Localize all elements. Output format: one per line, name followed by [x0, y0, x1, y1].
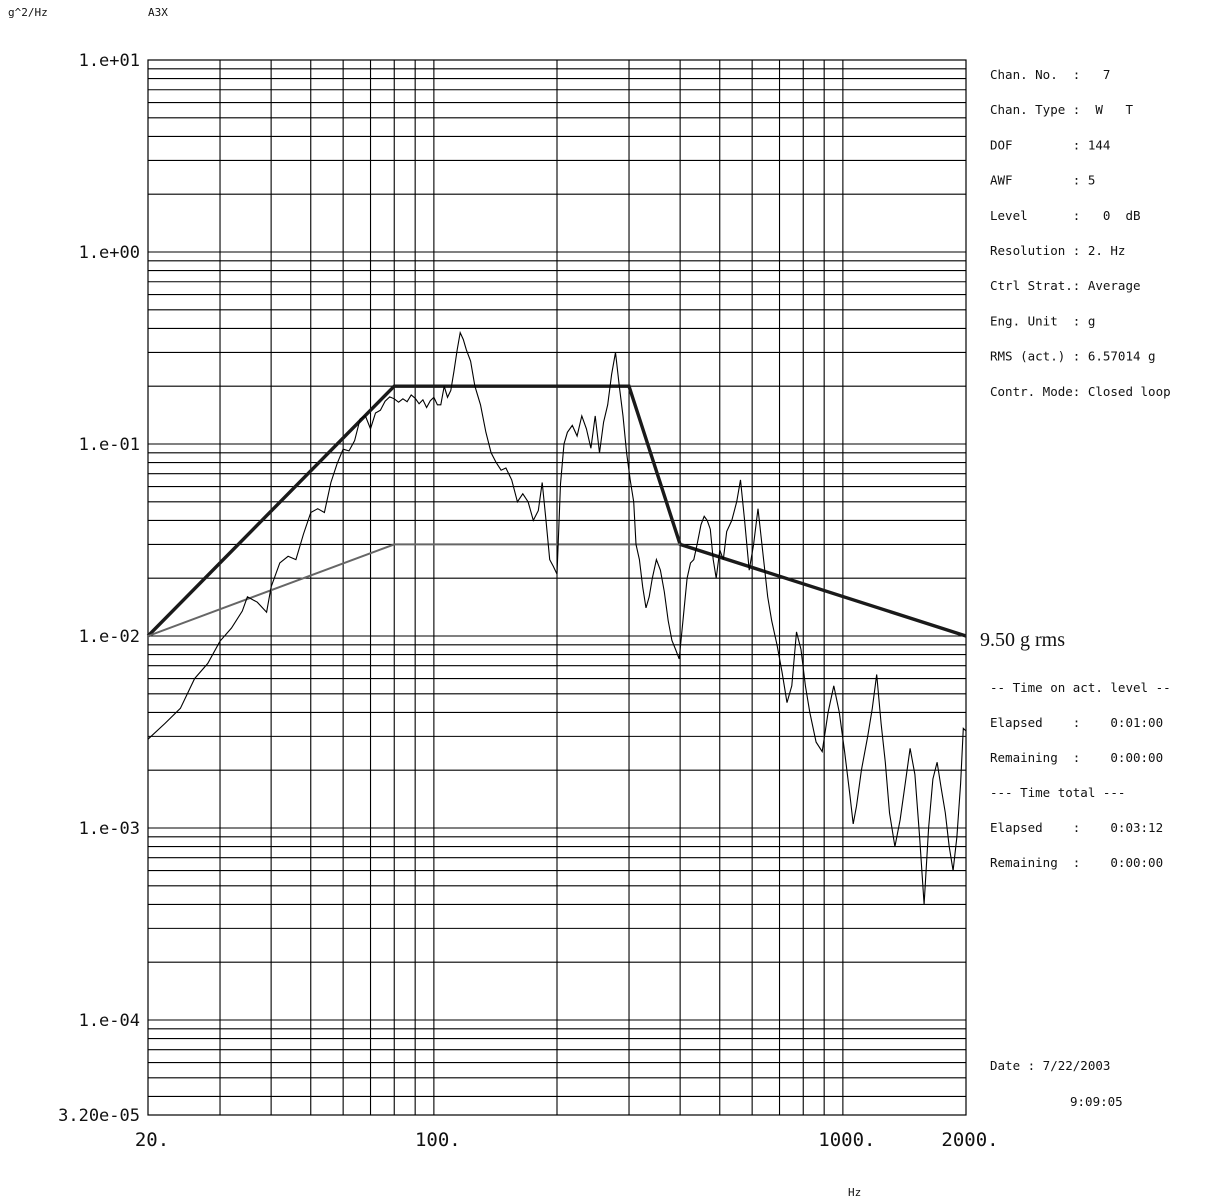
y-tick-label: 1.e-01 — [79, 435, 140, 455]
y-axis-unit-label: g^2/Hz — [8, 6, 48, 19]
series-lower-profile — [147, 543, 681, 637]
info-line: Eng. Unit : g — [990, 313, 1095, 328]
x-tick-label: 1000. — [818, 1129, 875, 1151]
info-line: Chan. Type : W T — [990, 102, 1133, 117]
y-tick-label: 3.20e-05 — [58, 1106, 140, 1126]
vertical-grid — [219, 60, 844, 1115]
y-tick-label: 1.e+01 — [79, 51, 140, 71]
x-tick-label: 2000. — [941, 1129, 998, 1151]
channel-info-panel: Chan. No. : 7 Chan. Type : W T DOF : 144 AW… — [990, 67, 1171, 399]
series-layer — [146, 330, 967, 905]
y-tick-label: 1.e+00 — [79, 243, 140, 263]
x-tick-label: 20. — [135, 1129, 169, 1151]
time-line: -- Time on act. level -- — [990, 680, 1171, 695]
series-profile — [146, 384, 967, 638]
x-tick-label: 100. — [415, 1129, 461, 1151]
info-line: Resolution : 2. Hz — [990, 243, 1125, 258]
plot-frame — [147, 59, 967, 1116]
time-info-panel: -- Time on act. level -- Elapsed : 0:01:0… — [990, 680, 1171, 870]
x-tick-labels: 20. 100. 1000. 2000. — [135, 1129, 999, 1151]
y-tick-labels: 1.e+01 1.e+00 1.e-01 1.e-02 1.e-03 1.e-04 3.20… — [58, 51, 140, 1126]
series-measured — [147, 330, 967, 905]
info-line: RMS (act.) : 6.57014 g — [990, 349, 1156, 364]
info-line: Ctrl Strat.: Average — [990, 278, 1141, 293]
y-tick-label: 1.e-02 — [79, 627, 140, 647]
y-tick-label: 1.e-04 — [79, 1011, 140, 1031]
time-line: Remaining : 0:00:00 — [990, 750, 1163, 765]
rms-annotation: 9.50 g rms — [980, 629, 1065, 651]
date-label: Date : 7/22/2003 — [990, 1058, 1110, 1073]
time-line: Remaining : 0:00:00 — [990, 855, 1163, 870]
time-line: Elapsed : 0:03:12 — [990, 820, 1163, 835]
info-line: AWF : 5 — [990, 173, 1095, 188]
time-line: --- Time total --- — [990, 785, 1125, 800]
info-line: Chan. No. : 7 — [990, 67, 1110, 82]
info-line: DOF : 144 — [990, 137, 1110, 152]
time-line: Elapsed : 0:01:00 — [990, 715, 1163, 730]
info-line: Contr. Mode: Closed loop — [990, 384, 1171, 399]
y-tick-label: 1.e-03 — [79, 819, 140, 839]
horizontal-grid — [148, 68, 966, 1097]
x-axis-unit-label: Hz — [848, 1186, 861, 1199]
info-line: Level : 0 dB — [990, 208, 1141, 223]
channel-tag: A3X — [148, 6, 168, 19]
time-label: 9:09:05 — [1070, 1094, 1123, 1109]
